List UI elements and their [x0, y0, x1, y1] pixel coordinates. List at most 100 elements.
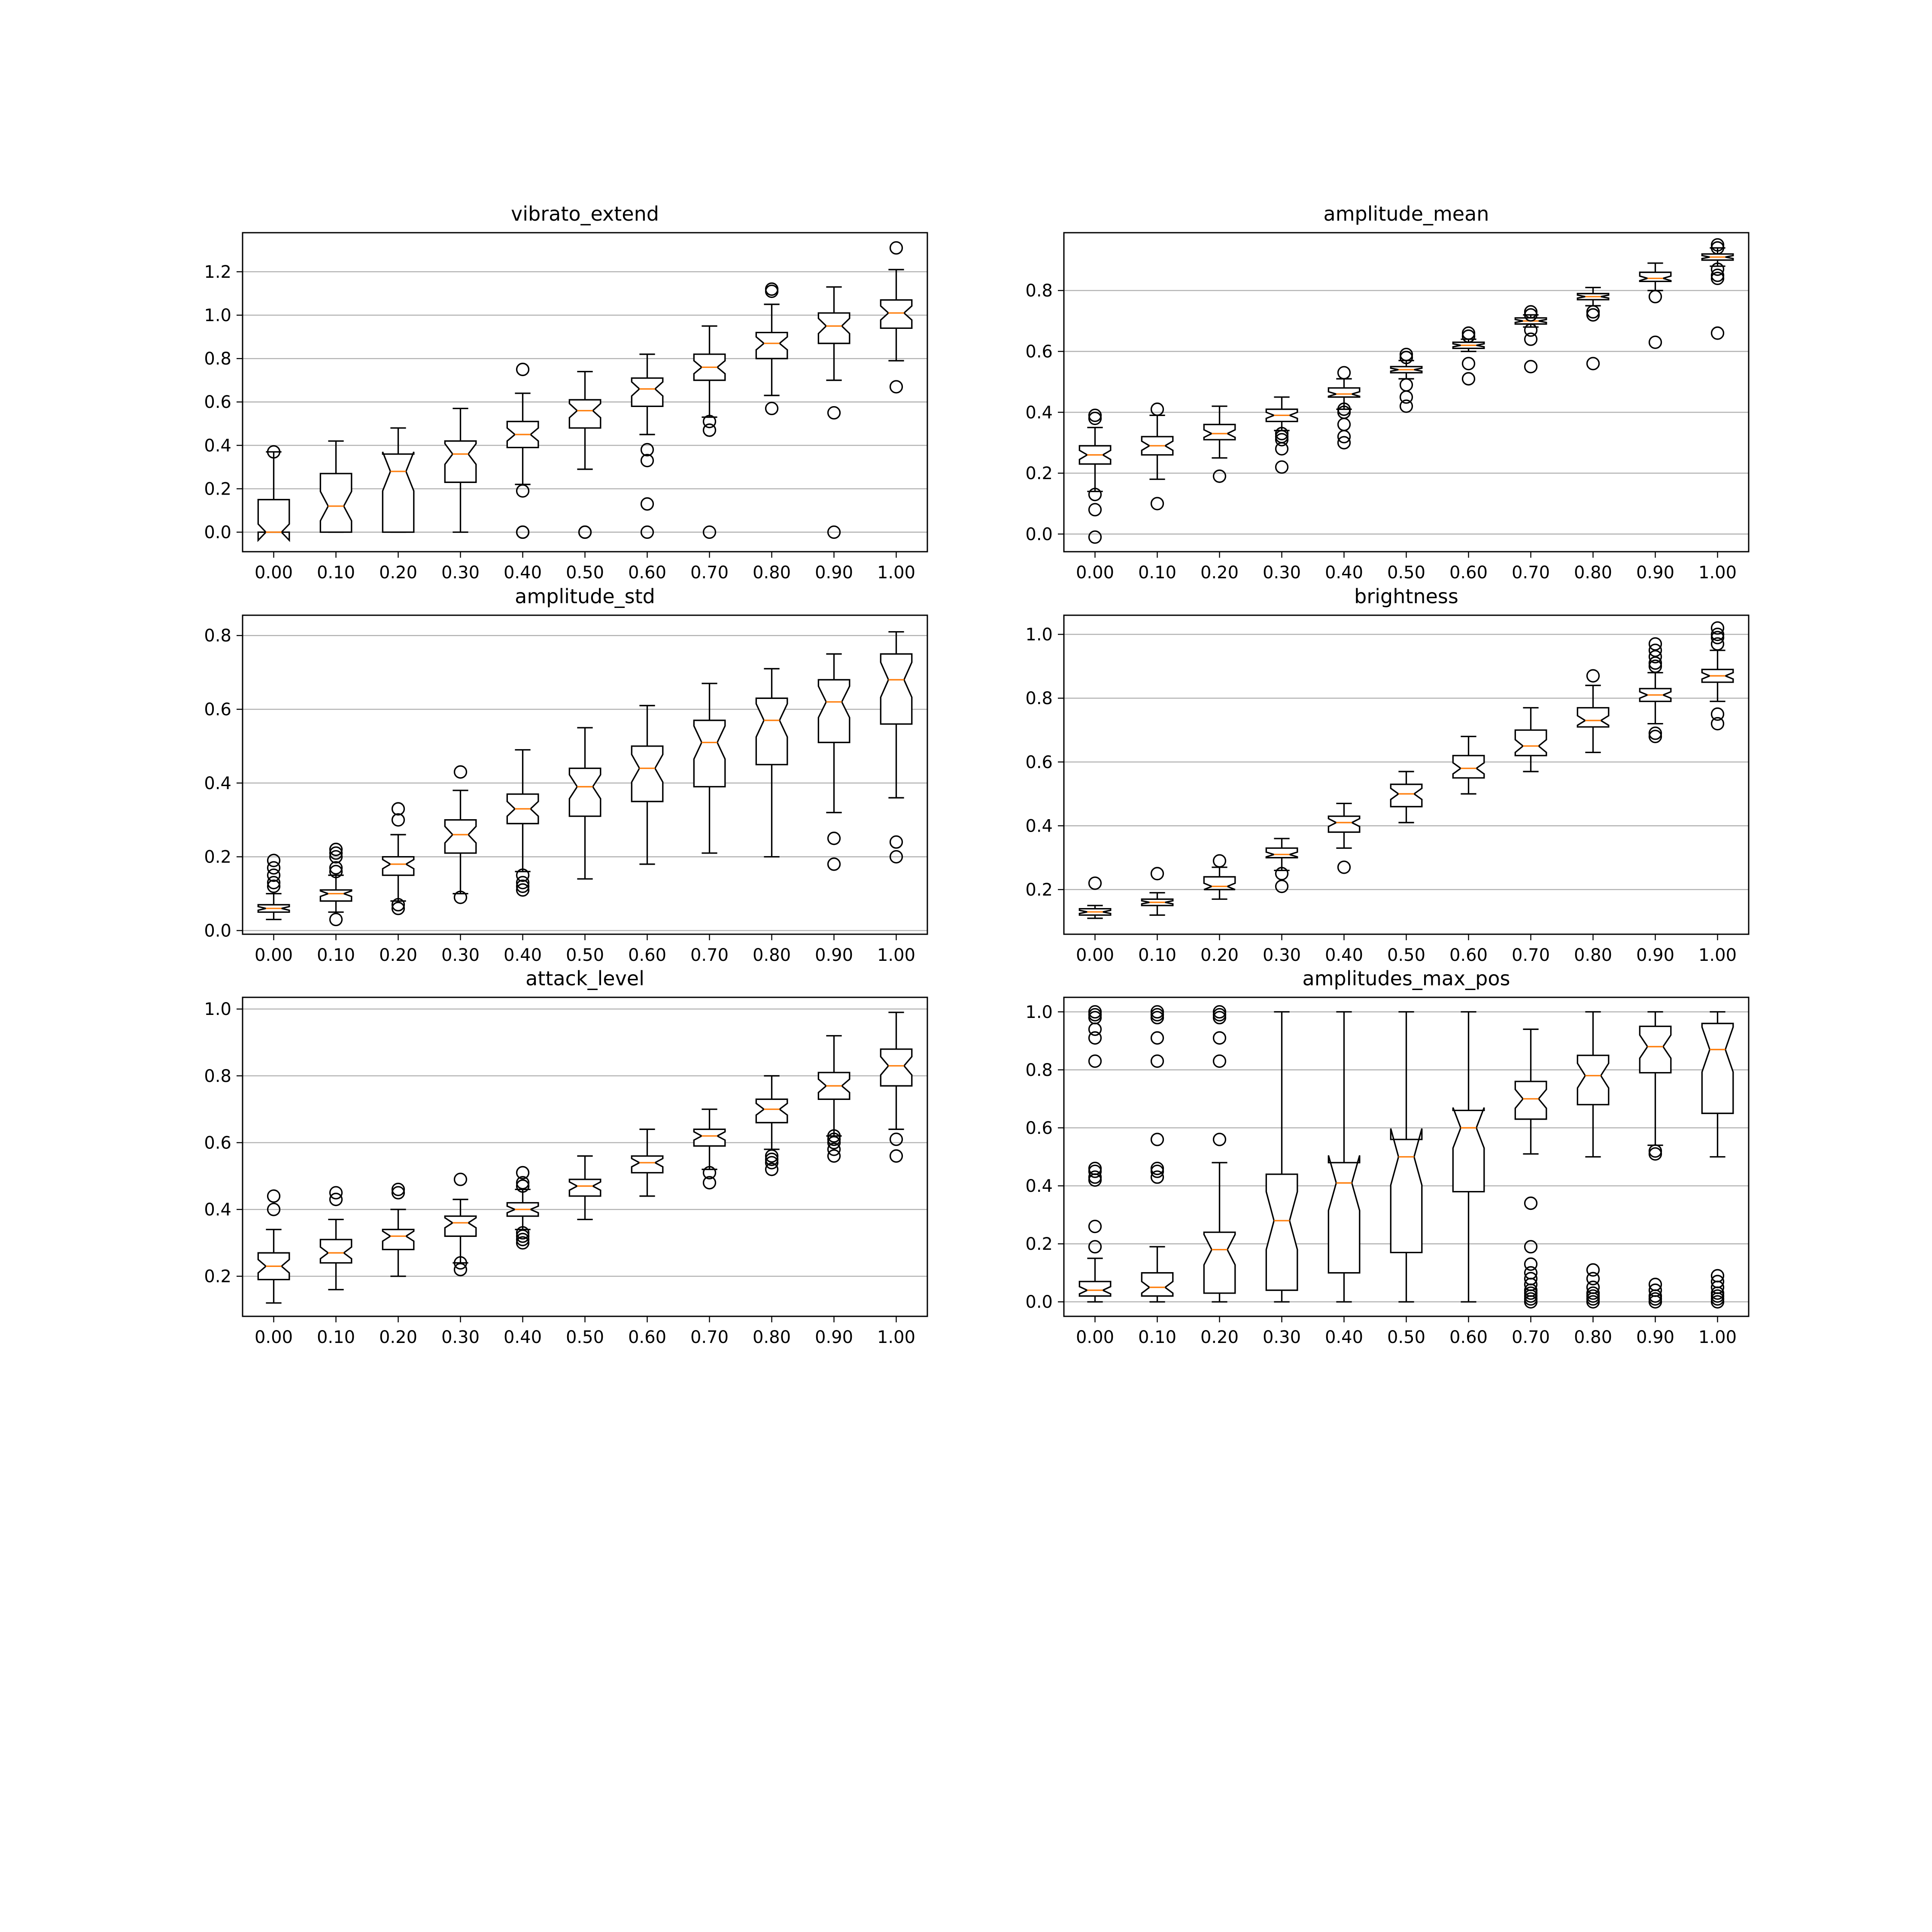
y-tick-label: 0.8: [204, 626, 231, 646]
x-tick-label: 0.10: [1138, 1327, 1176, 1347]
x-tick-label: 0.50: [1387, 563, 1425, 583]
outlier-point: [1150, 1011, 1164, 1024]
outlier-point: [1337, 436, 1351, 450]
x-tick-label: 0.40: [504, 563, 542, 583]
x-tick-label: 0.90: [815, 945, 853, 965]
outlier-point: [1150, 497, 1164, 510]
outlier-point: [1212, 1133, 1227, 1146]
outlier-point: [1150, 1170, 1164, 1184]
y-tick-label: 0.6: [204, 1133, 231, 1153]
box-body: [1327, 815, 1361, 833]
outlier-point: [889, 241, 903, 255]
x-tick-label: 0.30: [441, 563, 480, 583]
outlier-point: [391, 898, 405, 911]
outlier-point: [1710, 707, 1725, 721]
x-tick-label: 0.20: [1200, 563, 1239, 583]
box-body: [1514, 1081, 1547, 1120]
outlier-point: [1150, 1031, 1164, 1045]
x-tick-label: 0.50: [1387, 945, 1425, 965]
y-tick-label: 0.6: [1025, 342, 1053, 361]
outlier-point: [1337, 860, 1351, 874]
x-tick-label: 0.70: [690, 945, 729, 965]
y-tick-label: 0.6: [204, 700, 231, 720]
box-body: [1639, 271, 1672, 283]
outlier-point: [1648, 656, 1662, 670]
outlier-point: [1088, 1173, 1102, 1187]
box-body: [631, 1155, 664, 1174]
y-tick-label: 0.6: [204, 392, 231, 412]
box-body: [319, 473, 352, 533]
box-body: [382, 1229, 415, 1251]
outlier-point: [267, 1189, 281, 1203]
y-tick-label: 1.0: [204, 306, 231, 325]
outlier-point: [1212, 1011, 1227, 1024]
outlier-point: [1088, 1219, 1102, 1233]
x-tick-label: 1.00: [1698, 1327, 1737, 1347]
outlier-point: [267, 868, 281, 882]
outlier-point: [1399, 399, 1413, 413]
outlier-point: [1088, 1031, 1102, 1045]
y-tick-label: 0.2: [1025, 1234, 1053, 1254]
subplot-title: attack_level: [526, 967, 644, 990]
outlier-point: [1648, 1295, 1662, 1309]
outlier-point: [1586, 308, 1600, 322]
x-tick-label: 0.50: [566, 1327, 604, 1347]
outlier-point: [1275, 433, 1289, 447]
outlier-point: [1710, 241, 1725, 255]
x-tick-label: 0.70: [690, 1327, 729, 1347]
axes-frame: [1063, 996, 1750, 1317]
outlier-point: [391, 1182, 405, 1197]
outlier-point: [267, 854, 281, 867]
x-tick-label: 0.30: [441, 945, 480, 965]
outlier-point: [1399, 347, 1413, 361]
box-body: [1390, 784, 1423, 808]
outlier-point: [1212, 469, 1227, 483]
box-body: [382, 856, 415, 876]
x-tick-label: 0.60: [628, 1327, 666, 1347]
outlier-point: [1648, 335, 1662, 349]
y-tick-label: 1.0: [1025, 625, 1053, 645]
outlier-point: [765, 1152, 779, 1166]
x-tick-label: 0.50: [566, 945, 604, 965]
outlier-point: [1275, 430, 1289, 444]
outlier-point: [453, 765, 468, 779]
y-tick-label: 0.0: [1025, 1292, 1053, 1312]
y-tick-label: 0.0: [204, 523, 231, 543]
y-tick-label: 0.2: [1025, 464, 1053, 483]
x-tick-label: 1.00: [1698, 945, 1737, 965]
outlier-point: [1710, 326, 1725, 340]
outlier-point: [1088, 1164, 1102, 1178]
outlier-point: [827, 1129, 841, 1143]
box-body: [1327, 1155, 1361, 1274]
outlier-point: [578, 525, 592, 539]
box-body: [568, 399, 601, 429]
outlier-point: [1710, 262, 1725, 276]
x-tick-label: 0.00: [255, 945, 293, 965]
box-body: [257, 499, 290, 542]
outlier-point: [391, 902, 405, 915]
box-body: [817, 679, 851, 743]
subplot-amplitude-std: 0.00 0.10 0.20 0.30 0.40 0.50 0.60 0.70 0.80 0.90…: [204, 585, 928, 965]
outlier-point: [1212, 1031, 1227, 1045]
x-tick-label: 0.80: [1574, 945, 1612, 965]
y-tick-label: 0.2: [1025, 880, 1053, 900]
outlier-point: [1461, 329, 1476, 343]
x-tick-label: 0.20: [1200, 1327, 1239, 1347]
outlier-point: [329, 842, 343, 857]
box-body: [693, 720, 726, 788]
outlier-point: [267, 879, 281, 893]
outlier-point: [1648, 1292, 1662, 1306]
outlier-point: [827, 1149, 841, 1163]
outlier-point: [516, 1176, 530, 1190]
outlier-point: [1710, 1295, 1725, 1309]
outlier-point: [1524, 305, 1538, 319]
box-body: [755, 331, 788, 359]
outlier-point: [1586, 1295, 1600, 1309]
axes-frame: [242, 232, 928, 553]
x-tick-label: 0.20: [379, 945, 417, 965]
axes-frame: [1063, 614, 1750, 935]
x-tick-label: 0.70: [1512, 945, 1550, 965]
box-body: [1203, 1231, 1236, 1294]
outlier-point: [516, 876, 530, 890]
outlier-point: [640, 497, 654, 511]
